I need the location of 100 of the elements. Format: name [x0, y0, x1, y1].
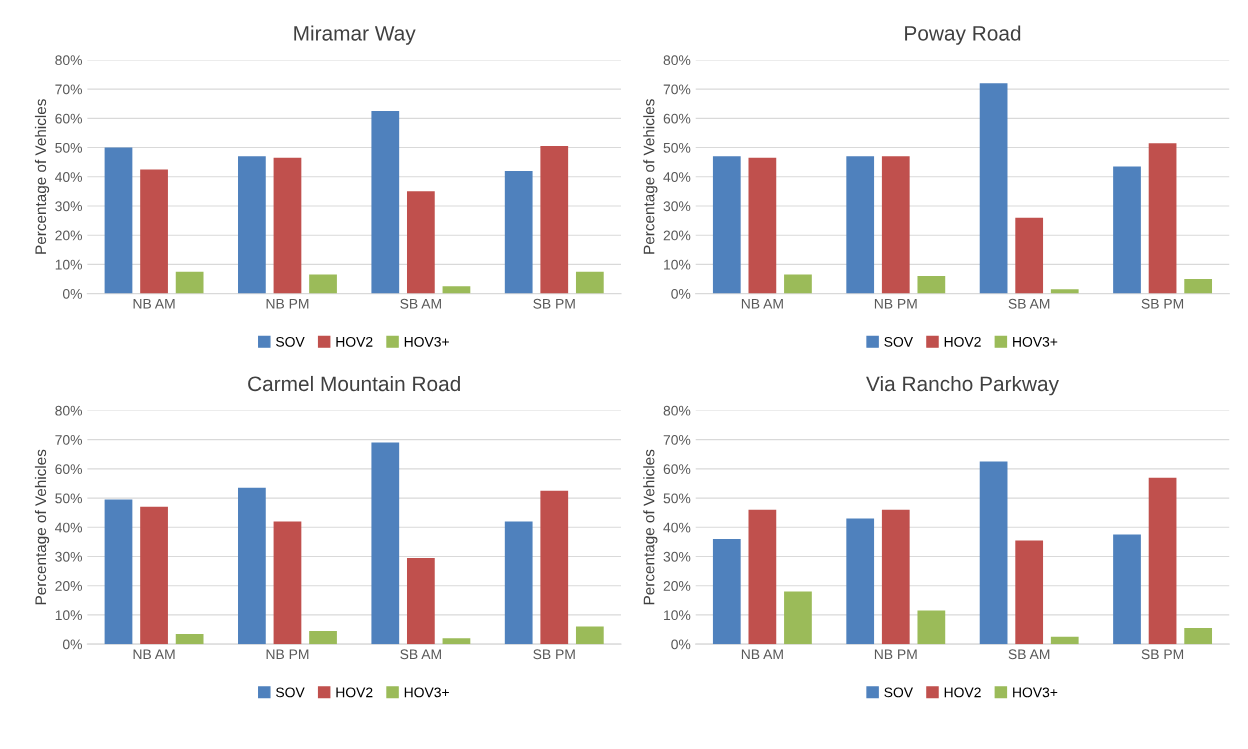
bar — [504, 170, 533, 294]
bar — [140, 506, 168, 645]
y-tick-label: 60% — [55, 113, 83, 124]
x-tick-label: NB PM — [874, 298, 917, 309]
y-tick-label: 70% — [663, 435, 691, 445]
bar — [575, 271, 604, 294]
bar — [540, 146, 569, 294]
legend-label: HOV2 — [944, 687, 981, 698]
bar — [175, 633, 204, 645]
y-tick-label: 40% — [663, 172, 691, 182]
x-tick-label: SB PM — [1141, 649, 1184, 660]
legend-label: HOV2 — [336, 336, 373, 347]
bar — [1148, 143, 1177, 294]
legend-label: SOV — [884, 687, 913, 698]
bar — [917, 276, 946, 294]
bar — [309, 631, 337, 645]
y-tick-label: 0% — [62, 639, 82, 650]
y-tick-label: 0% — [671, 639, 691, 650]
x-tick-label: NB PM — [266, 649, 309, 660]
y-tick-label: 70% — [663, 84, 691, 95]
x-tick-label: NB AM — [133, 649, 175, 660]
bar — [1050, 636, 1079, 645]
y-tick-label: 40% — [663, 522, 691, 533]
bar — [846, 518, 875, 645]
bar — [1050, 289, 1079, 294]
bar — [104, 147, 133, 294]
legend-label: HOV2 — [944, 336, 981, 347]
bar — [1015, 540, 1044, 645]
x-tick-label: SB AM — [1008, 649, 1050, 660]
bar — [371, 111, 400, 294]
bar — [175, 271, 204, 294]
bar — [1113, 534, 1141, 645]
bar — [846, 156, 875, 294]
bar — [979, 83, 1008, 294]
bar — [504, 521, 533, 645]
bar — [540, 490, 569, 645]
bar — [1015, 217, 1044, 294]
y-tick-label: 70% — [55, 435, 83, 445]
y-tick-label: 20% — [663, 230, 691, 241]
x-tick-label: NB AM — [133, 298, 175, 309]
bar — [104, 499, 133, 645]
chart-title: Carmel Mountain Road — [248, 375, 460, 392]
y-axis-title: Percentage of Vehicles — [34, 99, 50, 254]
y-tick-label: 40% — [55, 172, 83, 182]
bar — [1184, 279, 1213, 294]
y-tick-label: 50% — [663, 493, 691, 504]
chart-title: Via Rancho Parkway — [866, 375, 1059, 396]
bar — [309, 274, 337, 294]
legend-label: HOV3+ — [404, 687, 449, 698]
x-tick-label: NB AM — [741, 649, 783, 660]
bar — [1184, 628, 1213, 645]
y-tick-label: 40% — [55, 522, 83, 533]
x-tick-label: SB AM — [400, 298, 441, 309]
bar — [406, 557, 435, 645]
y-tick-label: 30% — [663, 201, 691, 212]
bar — [881, 509, 910, 645]
x-tick-label: SB PM — [1141, 298, 1184, 309]
bar — [712, 538, 741, 645]
y-tick-label: 80% — [55, 55, 83, 66]
y-tick-label: 0% — [671, 288, 691, 299]
y-axis-title: Percentage of Vehicles — [643, 99, 658, 254]
bar — [917, 610, 946, 645]
bar — [784, 274, 812, 294]
bar — [371, 442, 400, 645]
legend-label: HOV2 — [336, 687, 373, 698]
bar — [238, 487, 266, 645]
x-tick-label: NB PM — [266, 298, 309, 309]
y-tick-label: 50% — [55, 142, 83, 153]
bar — [1148, 477, 1177, 645]
x-tick-label: SB AM — [1008, 298, 1050, 309]
bar — [979, 461, 1008, 645]
y-tick-label: 50% — [55, 493, 83, 504]
x-tick-label: NB PM — [874, 649, 917, 660]
y-tick-label: 50% — [663, 142, 691, 153]
legend-label: HOV3+ — [1013, 687, 1058, 698]
legend-label: HOV3+ — [404, 336, 449, 347]
bar — [1113, 166, 1141, 294]
y-tick-label: 30% — [663, 551, 691, 562]
legend-label: SOV — [276, 687, 305, 698]
bar — [748, 509, 777, 645]
x-tick-label: NB AM — [741, 298, 783, 309]
bar — [238, 156, 266, 294]
y-tick-label: 60% — [55, 464, 83, 475]
bar — [406, 191, 435, 294]
legend-label: SOV — [276, 336, 305, 347]
bar — [273, 521, 302, 645]
y-tick-label: 20% — [55, 581, 83, 591]
y-tick-label: 70% — [55, 84, 83, 95]
chart-title: Poway Road — [905, 25, 1021, 45]
y-axis-title: Percentage of Vehicles — [34, 449, 50, 605]
bar — [140, 169, 168, 294]
y-tick-label: 0% — [62, 288, 82, 299]
bar — [442, 286, 471, 294]
x-tick-label: SB AM — [400, 649, 441, 660]
bar — [273, 157, 302, 294]
y-tick-label: 80% — [55, 405, 83, 416]
y-tick-label: 20% — [663, 581, 691, 591]
y-tick-label: 10% — [664, 259, 691, 270]
bar — [748, 157, 777, 294]
bar — [442, 638, 471, 645]
